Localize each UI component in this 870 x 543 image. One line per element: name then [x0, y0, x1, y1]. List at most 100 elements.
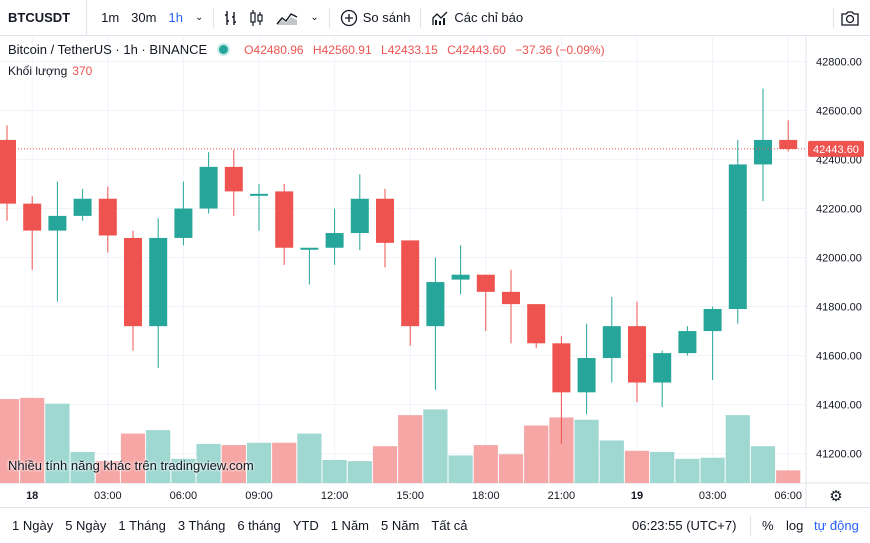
y-tick-label: 42600.00: [816, 106, 862, 118]
range-all[interactable]: Tất cả: [431, 518, 468, 533]
x-tick-label: 09:00: [245, 490, 273, 502]
volume-bar: [146, 430, 171, 483]
area-style-icon[interactable]: [270, 0, 304, 36]
low-value: 42433.15: [387, 42, 438, 57]
candle-body: [502, 291, 520, 305]
low-label: L: [381, 42, 388, 57]
range-3m[interactable]: 3 Tháng: [177, 518, 226, 533]
candle-body: [250, 193, 268, 196]
candle-body: [754, 139, 772, 165]
candle-body: [300, 247, 319, 250]
percent-scale-toggle[interactable]: %: [762, 518, 774, 533]
volume-bar: [725, 415, 750, 483]
candle-body: [376, 198, 394, 243]
volume-bar: [297, 433, 322, 483]
candle-body: [0, 139, 16, 204]
volume-bar: [524, 425, 549, 483]
volume-bar: [20, 397, 45, 483]
x-tick-label: 19: [631, 490, 643, 502]
market-status-dot: [219, 45, 229, 54]
range-1m[interactable]: 1 Tháng: [118, 518, 166, 533]
x-tick-label: 03:00: [94, 490, 122, 502]
settings-gear-icon[interactable]: ⚙: [829, 487, 842, 505]
open-value: 42480.96: [253, 42, 304, 57]
timeframe-chevron-down-icon[interactable]: ⌄: [194, 12, 204, 23]
symbol-search[interactable]: BTCUSDT: [0, 0, 88, 36]
indicators-button[interactable]: Các chỉ báo: [425, 0, 529, 36]
bar-style-icon[interactable]: [218, 0, 244, 36]
price-chart[interactable]: 42800.00 42600.00 42400.00 42200.00 42000.00…: [0, 37, 870, 507]
volume-label: Khối lượng: [8, 64, 68, 78]
timeframe-30m[interactable]: 30m: [131, 9, 157, 25]
candle-body: [779, 139, 798, 149]
volume-value: 370: [72, 64, 93, 78]
range-1d[interactable]: 1 Ngày: [12, 518, 54, 533]
volume-bar: [372, 446, 398, 483]
watermark-text[interactable]: Nhiều tính năng khác trên tradingview.co…: [8, 458, 254, 473]
volume-bar: [322, 460, 347, 483]
timeframe-1h[interactable]: 1h: [168, 9, 183, 25]
candle-body: [275, 191, 294, 248]
candle-body: [98, 198, 117, 236]
change-value: −37.36 (−0.09%): [515, 42, 605, 57]
auto-scale-toggle[interactable]: tự động: [814, 518, 859, 533]
candle-body: [124, 237, 142, 327]
candle-body: [451, 274, 470, 280]
y-tick-label: 41200.00: [816, 449, 862, 461]
y-tick-label: 42400.00: [816, 155, 862, 167]
last-price-badge: [808, 140, 864, 157]
volume-bar: [196, 443, 221, 483]
volume-legend: Khối lượng 370: [8, 64, 92, 78]
candle-body: [703, 309, 722, 332]
series-legend: Bitcoin / TetherUS · 1h · BINANCE O42480…: [8, 42, 611, 57]
candle-body: [325, 233, 344, 248]
volume-bar: [120, 433, 146, 483]
volume-bar: [171, 458, 196, 483]
range-ytd[interactable]: YTD: [292, 518, 319, 533]
camera-icon[interactable]: [838, 6, 862, 30]
indicators-label: Các chỉ báo: [454, 10, 524, 25]
volume-bar: [221, 445, 246, 483]
range-5d[interactable]: 5 Ngày: [65, 518, 107, 533]
volume-bar: [700, 457, 725, 483]
candle-body: [23, 203, 42, 231]
candle-style-icon[interactable]: [244, 0, 270, 36]
candle-body: [628, 326, 646, 383]
open-label: O: [244, 42, 254, 57]
range-1y[interactable]: 1 Năm: [330, 518, 370, 533]
x-tick-label: 21:00: [548, 490, 576, 502]
y-tick-label: 42200.00: [816, 204, 862, 216]
log-scale-toggle[interactable]: log: [786, 518, 804, 533]
chart-style-chevron-down-icon[interactable]: ⌄: [310, 12, 319, 23]
candle-body: [350, 198, 369, 234]
volume-bar: [599, 440, 624, 483]
ohlc-values: O42480.96 H42560.91 L42433.15 C42443.60 …: [244, 43, 610, 57]
x-tick-label: 03:00: [699, 490, 727, 502]
candle-body: [653, 353, 672, 383]
close-label: C: [447, 42, 456, 57]
plus-circle-icon: [340, 9, 357, 26]
candle-body: [73, 198, 92, 216]
volume-bar: [246, 442, 272, 483]
candle-body: [602, 326, 621, 359]
x-tick-label: 06:00: [170, 490, 198, 502]
volume-bar: [0, 399, 20, 483]
close-value: 42443.60: [455, 42, 506, 57]
series-title: Bitcoin / TetherUS · 1h · BINANCE: [8, 42, 208, 57]
volume-bar: [95, 461, 120, 483]
candle-body: [224, 166, 243, 192]
candle-body: [678, 331, 697, 354]
volume-bar: [650, 451, 675, 483]
y-tick-label: 41400.00: [816, 400, 862, 412]
timezone-clock[interactable]: 06:23:55 (UTC+7): [632, 518, 737, 533]
volume-bar: [574, 419, 599, 483]
timeframe-1m[interactable]: 1m: [101, 9, 120, 25]
range-6m[interactable]: 6 tháng: [237, 518, 281, 533]
bottom-divider: [750, 516, 751, 536]
candle-body: [476, 274, 495, 292]
last-price-label: 42443.60: [813, 144, 859, 156]
volume-bar: [398, 415, 423, 483]
range-5y[interactable]: 5 Năm: [381, 518, 420, 533]
candle-body: [174, 208, 193, 238]
compare-button[interactable]: So sánh: [334, 0, 417, 36]
